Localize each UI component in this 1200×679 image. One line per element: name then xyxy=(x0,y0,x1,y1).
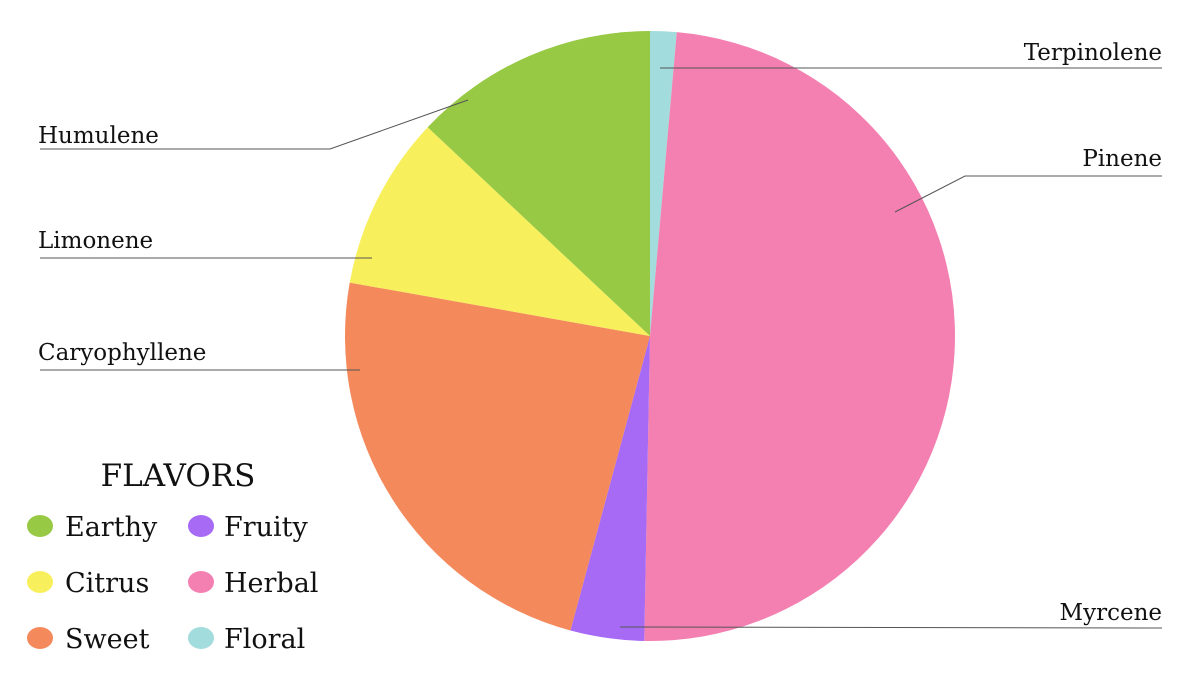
slice-label: Myrcene xyxy=(1060,600,1162,626)
legend-label: Herbal xyxy=(224,568,318,599)
legend-label: Sweet xyxy=(65,624,150,655)
legend-swatch xyxy=(27,571,53,593)
pie-slice xyxy=(349,127,650,336)
legend-label: Earthy xyxy=(65,512,158,543)
leader-line xyxy=(619,626,1163,629)
legend-swatch xyxy=(27,627,53,649)
pie-slice xyxy=(427,31,650,336)
slice-label: Pinene xyxy=(1082,146,1162,172)
pie-slice xyxy=(650,31,677,336)
pie-slice xyxy=(345,282,650,631)
legend-label: Fruity xyxy=(224,512,309,543)
legend-swatch xyxy=(188,571,214,593)
pie-slice xyxy=(570,336,650,641)
leader-line xyxy=(40,99,469,150)
slice-label: Caryophyllene xyxy=(38,340,206,366)
legend-label: Citrus xyxy=(65,568,149,599)
slice-label: Humulene xyxy=(38,123,159,149)
slice-label: Terpinolene xyxy=(1024,40,1162,66)
slice-label: Limonene xyxy=(38,228,153,254)
legend-swatch xyxy=(188,515,214,537)
legend-label: Floral xyxy=(224,624,305,655)
leader-line xyxy=(894,175,1162,213)
legend-swatch xyxy=(188,627,214,649)
legend-swatch xyxy=(27,515,53,537)
pie-slice xyxy=(644,32,955,641)
legend-title: FLAVORS xyxy=(101,458,256,494)
